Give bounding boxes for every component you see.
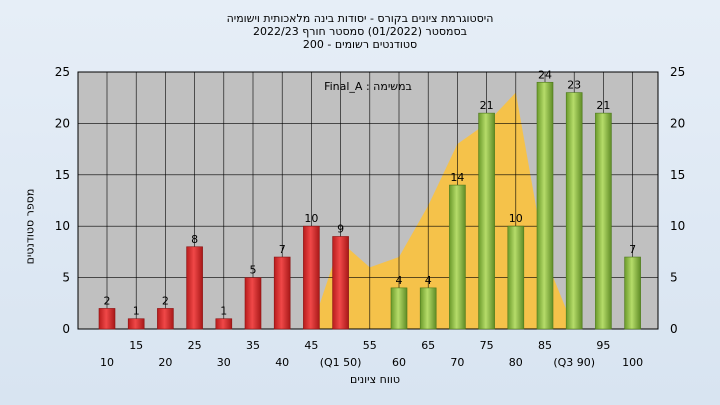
bar-value-label: 24 xyxy=(538,68,552,81)
bar-value-label: 10 xyxy=(304,212,318,225)
y-tick-label-right: 10 xyxy=(670,219,685,233)
x-tick-label: 60 xyxy=(392,356,406,369)
bar-value-label: 2 xyxy=(162,294,169,307)
x-tick-label: 65 xyxy=(421,339,435,352)
bar-value-label: 5 xyxy=(250,264,257,277)
x-tick-label: 40 xyxy=(275,356,289,369)
x-tick-label: 10 xyxy=(100,356,114,369)
x-tick-label: 100 xyxy=(622,356,643,369)
y-tick-label-right: 25 xyxy=(670,65,685,79)
bar-value-label: 2 xyxy=(104,294,111,307)
y-tick-label-left: 25 xyxy=(55,65,70,79)
bar-value-label: 23 xyxy=(567,79,581,92)
x-tick-label: 75 xyxy=(480,339,494,352)
y-tick-label-right: 15 xyxy=(670,168,685,182)
bar xyxy=(536,81,554,330)
bar xyxy=(449,184,466,330)
x-tick-label: 25 xyxy=(188,339,202,352)
x-tick-label: 70 xyxy=(450,356,464,369)
bar xyxy=(332,236,349,330)
x-tick-label: 30 xyxy=(217,356,231,369)
bar-value-label: 8 xyxy=(191,233,198,246)
y-tick-label-left: 20 xyxy=(55,116,70,130)
y-tick-label-left: 5 xyxy=(62,271,70,285)
bar-value-label: 14 xyxy=(450,171,464,184)
bar-value-label: 10 xyxy=(509,212,523,225)
y-tick-label-left: 10 xyxy=(55,219,70,233)
bar-value-label: 21 xyxy=(596,99,610,112)
x-axis-title: טווח ציונים xyxy=(350,373,400,386)
x-tick-label: 95 xyxy=(596,339,610,352)
bar xyxy=(98,308,116,330)
bar-value-label: 1 xyxy=(133,305,140,318)
chart-title-line2: בסמסטר (01/2022) סמסטר חורף 2022/23 xyxy=(253,25,467,38)
bar xyxy=(595,112,612,330)
bar xyxy=(624,256,641,330)
bar xyxy=(419,287,437,330)
y-axis-title: מספר סטודנטים xyxy=(23,188,37,265)
y-tick-label-right: 20 xyxy=(670,116,685,130)
bar xyxy=(244,277,262,330)
bar-value-label: 4 xyxy=(396,274,403,287)
bar-value-label: 7 xyxy=(279,243,286,256)
bar xyxy=(390,287,408,330)
bar xyxy=(215,318,233,330)
bar-value-label: 9 xyxy=(337,222,344,235)
x-tick-label: 35 xyxy=(246,339,260,352)
y-tick-label-left: 0 xyxy=(62,322,70,336)
bar xyxy=(186,246,203,330)
x-tick-label: 85 xyxy=(538,339,552,352)
y-tick-label-right: 5 xyxy=(670,271,678,285)
bar xyxy=(273,256,291,330)
bar xyxy=(303,225,320,330)
bar xyxy=(478,112,495,330)
y-tick-label-left: 15 xyxy=(55,168,70,182)
bar xyxy=(507,225,525,330)
bar xyxy=(565,92,583,330)
bar-value-label: 4 xyxy=(425,274,432,287)
x-tick-label: (Q1 50) xyxy=(320,356,362,369)
y-tick-label-right: 0 xyxy=(670,322,678,336)
bar-value-label: 21 xyxy=(480,99,494,112)
bar-value-label: 1 xyxy=(220,305,227,318)
x-tick-label: (Q3 90) xyxy=(553,356,595,369)
chart-title-line3: סטודנטים רשומים - 200 xyxy=(302,38,418,51)
chart-title-line1: היסטוגרמת ציונים בקורס - יסודות בינה מלא… xyxy=(226,12,494,25)
plot-border xyxy=(77,71,659,330)
bar xyxy=(127,318,145,330)
chart-annotation: Final_A : במשימה xyxy=(324,80,412,93)
x-tick-label: 55 xyxy=(363,339,377,352)
x-tick-label: 15 xyxy=(129,339,143,352)
x-tick-label: 45 xyxy=(304,339,318,352)
bar-value-label: 7 xyxy=(629,243,636,256)
x-tick-label: 20 xyxy=(158,356,172,369)
bar xyxy=(157,308,174,330)
x-tick-label: 80 xyxy=(509,356,523,369)
